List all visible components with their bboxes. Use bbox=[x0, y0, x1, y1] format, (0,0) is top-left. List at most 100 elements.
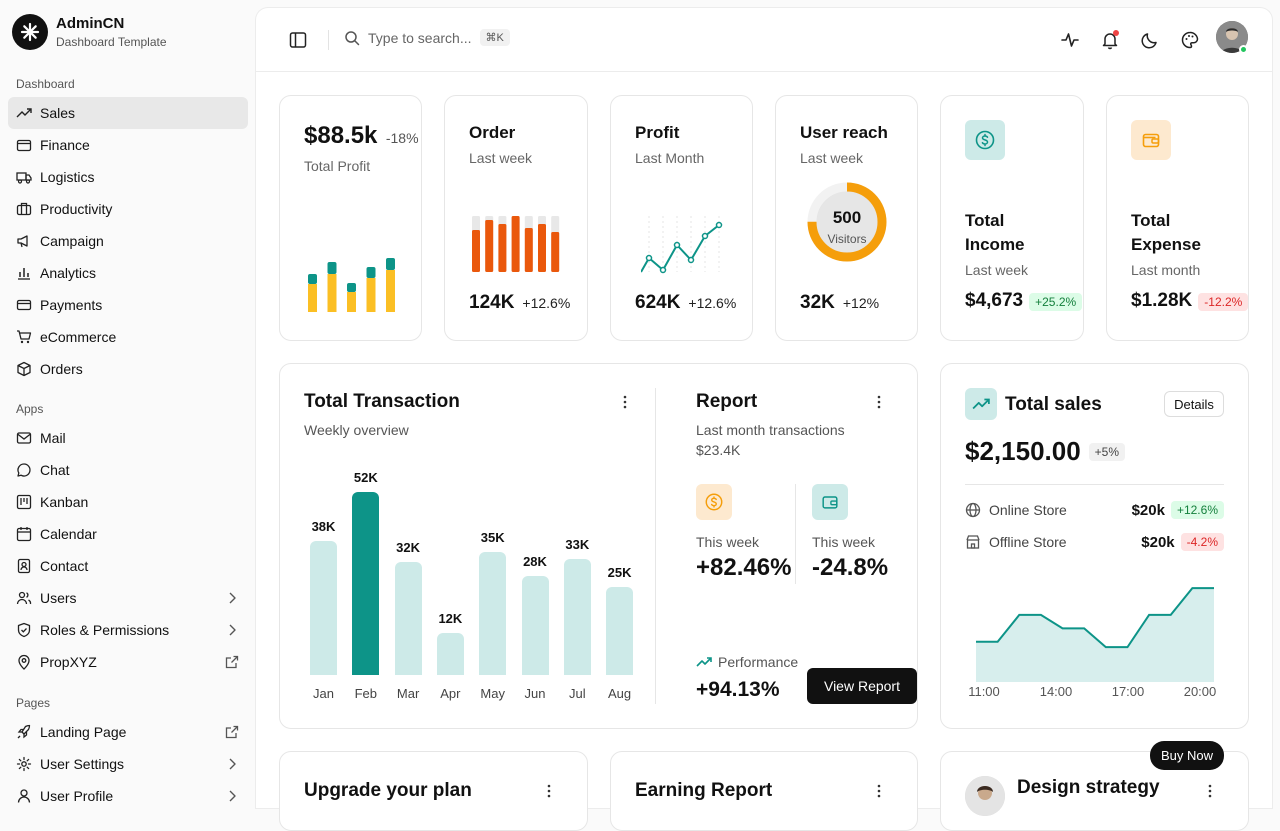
sidebar-item-label: Productivity bbox=[40, 201, 113, 217]
order-value: 124K bbox=[469, 292, 515, 313]
sidebar-item-sales[interactable]: Sales bbox=[8, 97, 248, 129]
user-reach-value-row: 32K +12% bbox=[800, 292, 879, 314]
cart-icon bbox=[17, 330, 32, 344]
offline-store-amount: $20k bbox=[1141, 533, 1175, 551]
transaction-bar[interactable] bbox=[479, 551, 507, 675]
transaction-bar-label: 25K bbox=[607, 565, 632, 581]
brand[interactable]: AdminCN Dashboard Template bbox=[12, 14, 167, 50]
sidebar-item-user-profile[interactable]: User Profile bbox=[8, 780, 248, 812]
total-expense-title: Total Expense bbox=[1131, 211, 1201, 254]
buy-now-button[interactable]: Buy Now bbox=[1150, 741, 1224, 770]
design-avatar bbox=[965, 776, 1005, 816]
report-subtitle: Last month transactions bbox=[696, 422, 845, 438]
bell-icon[interactable] bbox=[1100, 30, 1120, 50]
sidebar-item-chat[interactable]: Chat bbox=[8, 454, 248, 486]
more-vertical-icon[interactable] bbox=[871, 783, 887, 799]
profit-bar-segment bbox=[327, 262, 337, 274]
total-profit-label: Total Profit bbox=[304, 158, 371, 174]
sidebar-toggle-icon[interactable] bbox=[288, 30, 308, 50]
order-bar bbox=[524, 228, 533, 272]
sidebar-item-user-settings[interactable]: User Settings bbox=[8, 748, 248, 780]
order-bar bbox=[485, 220, 494, 272]
performance-label: Performance bbox=[718, 654, 799, 670]
brand-logo-icon bbox=[12, 14, 48, 50]
total-sales-area-chart bbox=[976, 587, 1214, 682]
topbar: Type to search... ⌘K bbox=[256, 8, 1272, 72]
external-link-icon[interactable] bbox=[224, 654, 240, 670]
sidebar-item-orders[interactable]: Orders bbox=[8, 353, 248, 385]
order-bar bbox=[538, 224, 546, 272]
total-transaction-subtitle: Weekly overview bbox=[304, 422, 409, 438]
profit-line-chart bbox=[641, 216, 723, 274]
profit-period: Last Month bbox=[635, 150, 705, 166]
more-vertical-icon[interactable] bbox=[871, 394, 887, 410]
online-store-amount: $20k bbox=[1131, 501, 1165, 519]
sidebar-item-payments[interactable]: Payments bbox=[8, 289, 248, 321]
transaction-bar[interactable] bbox=[521, 576, 549, 675]
profit-bar-segment bbox=[386, 258, 395, 270]
user-reach-title: User reach bbox=[800, 123, 888, 142]
sidebar-item-landing-page[interactable]: Landing Page bbox=[8, 716, 248, 748]
transaction-bar[interactable] bbox=[436, 632, 464, 675]
sidebar-item-contact[interactable]: Contact bbox=[8, 550, 248, 582]
report-amount: $23.4K bbox=[696, 442, 741, 458]
sidebar-group-label: Apps bbox=[16, 402, 44, 416]
total-sales-change: +5% bbox=[1088, 442, 1126, 461]
sidebar-item-analytics[interactable]: Analytics bbox=[8, 257, 248, 289]
sidebar-item-propxyz[interactable]: PropXYZ bbox=[8, 646, 248, 678]
rocket-icon bbox=[17, 724, 31, 739]
transaction-bar[interactable] bbox=[563, 558, 591, 675]
sidebar-item-logistics[interactable]: Logistics bbox=[8, 161, 248, 193]
total-expense-period: Last month bbox=[1131, 262, 1201, 278]
transaction-bar[interactable] bbox=[310, 541, 337, 675]
order-bar bbox=[511, 216, 520, 272]
sidebar-nav: Mail Chat Kanban Calendar Contact Users Roles … bbox=[8, 422, 248, 678]
report-stat-2-value: -24.8% bbox=[812, 554, 889, 581]
chevron-right-icon[interactable] bbox=[224, 622, 240, 638]
sidebar-item-ecommerce[interactable]: eCommerce bbox=[8, 321, 248, 353]
external-link-icon[interactable] bbox=[224, 724, 240, 740]
moon-icon[interactable] bbox=[1140, 30, 1160, 50]
sidebar-item-calendar[interactable]: Calendar bbox=[8, 518, 248, 550]
profit-bar-segment bbox=[308, 284, 317, 312]
sidebar-item-campaign[interactable]: Campaign bbox=[8, 225, 248, 257]
chevron-right-icon[interactable] bbox=[224, 788, 240, 804]
search-input[interactable]: Type to search... ⌘K bbox=[344, 29, 510, 46]
more-vertical-icon[interactable] bbox=[617, 394, 633, 410]
more-vertical-icon[interactable] bbox=[1202, 783, 1218, 799]
sidebar-item-users[interactable]: Users bbox=[8, 582, 248, 614]
map-pin-icon bbox=[18, 654, 30, 670]
transaction-bar[interactable] bbox=[394, 562, 422, 675]
shield-icon bbox=[17, 622, 31, 638]
transaction-bar[interactable] bbox=[606, 587, 634, 675]
sidebar-item-productivity[interactable]: Productivity bbox=[8, 193, 248, 225]
sidebar-item-finance[interactable]: Finance bbox=[8, 129, 248, 161]
profit-value: 624K bbox=[635, 292, 681, 313]
total-sales-amount: $2,150.00 bbox=[965, 436, 1081, 466]
view-report-button[interactable]: View Report bbox=[807, 668, 917, 704]
credit-card-icon bbox=[16, 299, 32, 311]
chevron-right-icon[interactable] bbox=[224, 590, 240, 606]
sidebar-group-label: Pages bbox=[16, 696, 51, 710]
sidebar-item-label: Sales bbox=[40, 105, 76, 121]
transaction-bar[interactable] bbox=[352, 492, 380, 675]
sales-area-fill bbox=[976, 588, 1214, 682]
sidebar-item-mail[interactable]: Mail bbox=[8, 422, 248, 454]
sidebar-item-label: Analytics bbox=[40, 265, 97, 281]
chevron-right-icon[interactable] bbox=[224, 756, 240, 772]
activity-icon[interactable] bbox=[1060, 30, 1080, 50]
more-vertical-icon[interactable] bbox=[541, 783, 557, 799]
calendar-icon bbox=[16, 527, 32, 542]
brand-name: AdminCN bbox=[56, 15, 125, 32]
profit-value-row: 624K +12.6% bbox=[635, 292, 736, 314]
earning-report-title: Earning Report bbox=[635, 780, 773, 801]
sidebar-item-roles-permissions[interactable]: Roles & Permissions bbox=[8, 614, 248, 646]
transaction-month-label: Aug bbox=[608, 686, 632, 701]
sidebar-nav: Landing Page User Settings User Profile bbox=[8, 716, 248, 812]
transaction-bar-label: 35K bbox=[480, 529, 505, 545]
sidebar-item-kanban[interactable]: Kanban bbox=[8, 486, 248, 518]
transaction-report-card: Total Transaction Weekly overview 38K Jan… bbox=[279, 363, 918, 729]
details-button[interactable]: Details bbox=[1164, 391, 1224, 417]
palette-icon[interactable] bbox=[1180, 30, 1200, 50]
trending-up-icon bbox=[16, 108, 32, 118]
